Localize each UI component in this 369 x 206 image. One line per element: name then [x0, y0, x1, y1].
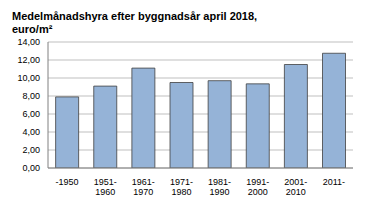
html-text:Medelmånadshyra efter byggnads: Medelmånadshyra efter byggnadsår april 2… — [12, 10, 258, 22]
svg-text:10,00: 10,00 — [17, 73, 40, 83]
svg-text:1971-1980: 1971-1980 — [170, 177, 193, 197]
svg-text:4,00: 4,00 — [22, 127, 40, 137]
svg-text:1981-1990: 1981-1990 — [208, 177, 231, 197]
svg-text:12,00: 12,00 — [17, 55, 40, 65]
svg-text:1991-2000: 1991-2000 — [246, 177, 269, 197]
svg-text:1951-1960: 1951-1960 — [94, 177, 117, 197]
svg-text:0,00: 0,00 — [22, 163, 40, 173]
html-text:euro/m²: euro/m² — [12, 23, 53, 35]
svg-text:2011-: 2011- — [323, 177, 345, 187]
svg-text:2,00: 2,00 — [22, 145, 40, 155]
svg-text:6,00: 6,00 — [22, 109, 40, 119]
svg-text:1961-1970: 1961-1970 — [132, 177, 155, 197]
svg-text:-1950: -1950 — [56, 177, 79, 187]
svg-text:14,00: 14,00 — [17, 38, 40, 47]
svg-text:8,00: 8,00 — [22, 91, 40, 101]
svg-text:2001-2010: 2001-2010 — [284, 177, 307, 197]
